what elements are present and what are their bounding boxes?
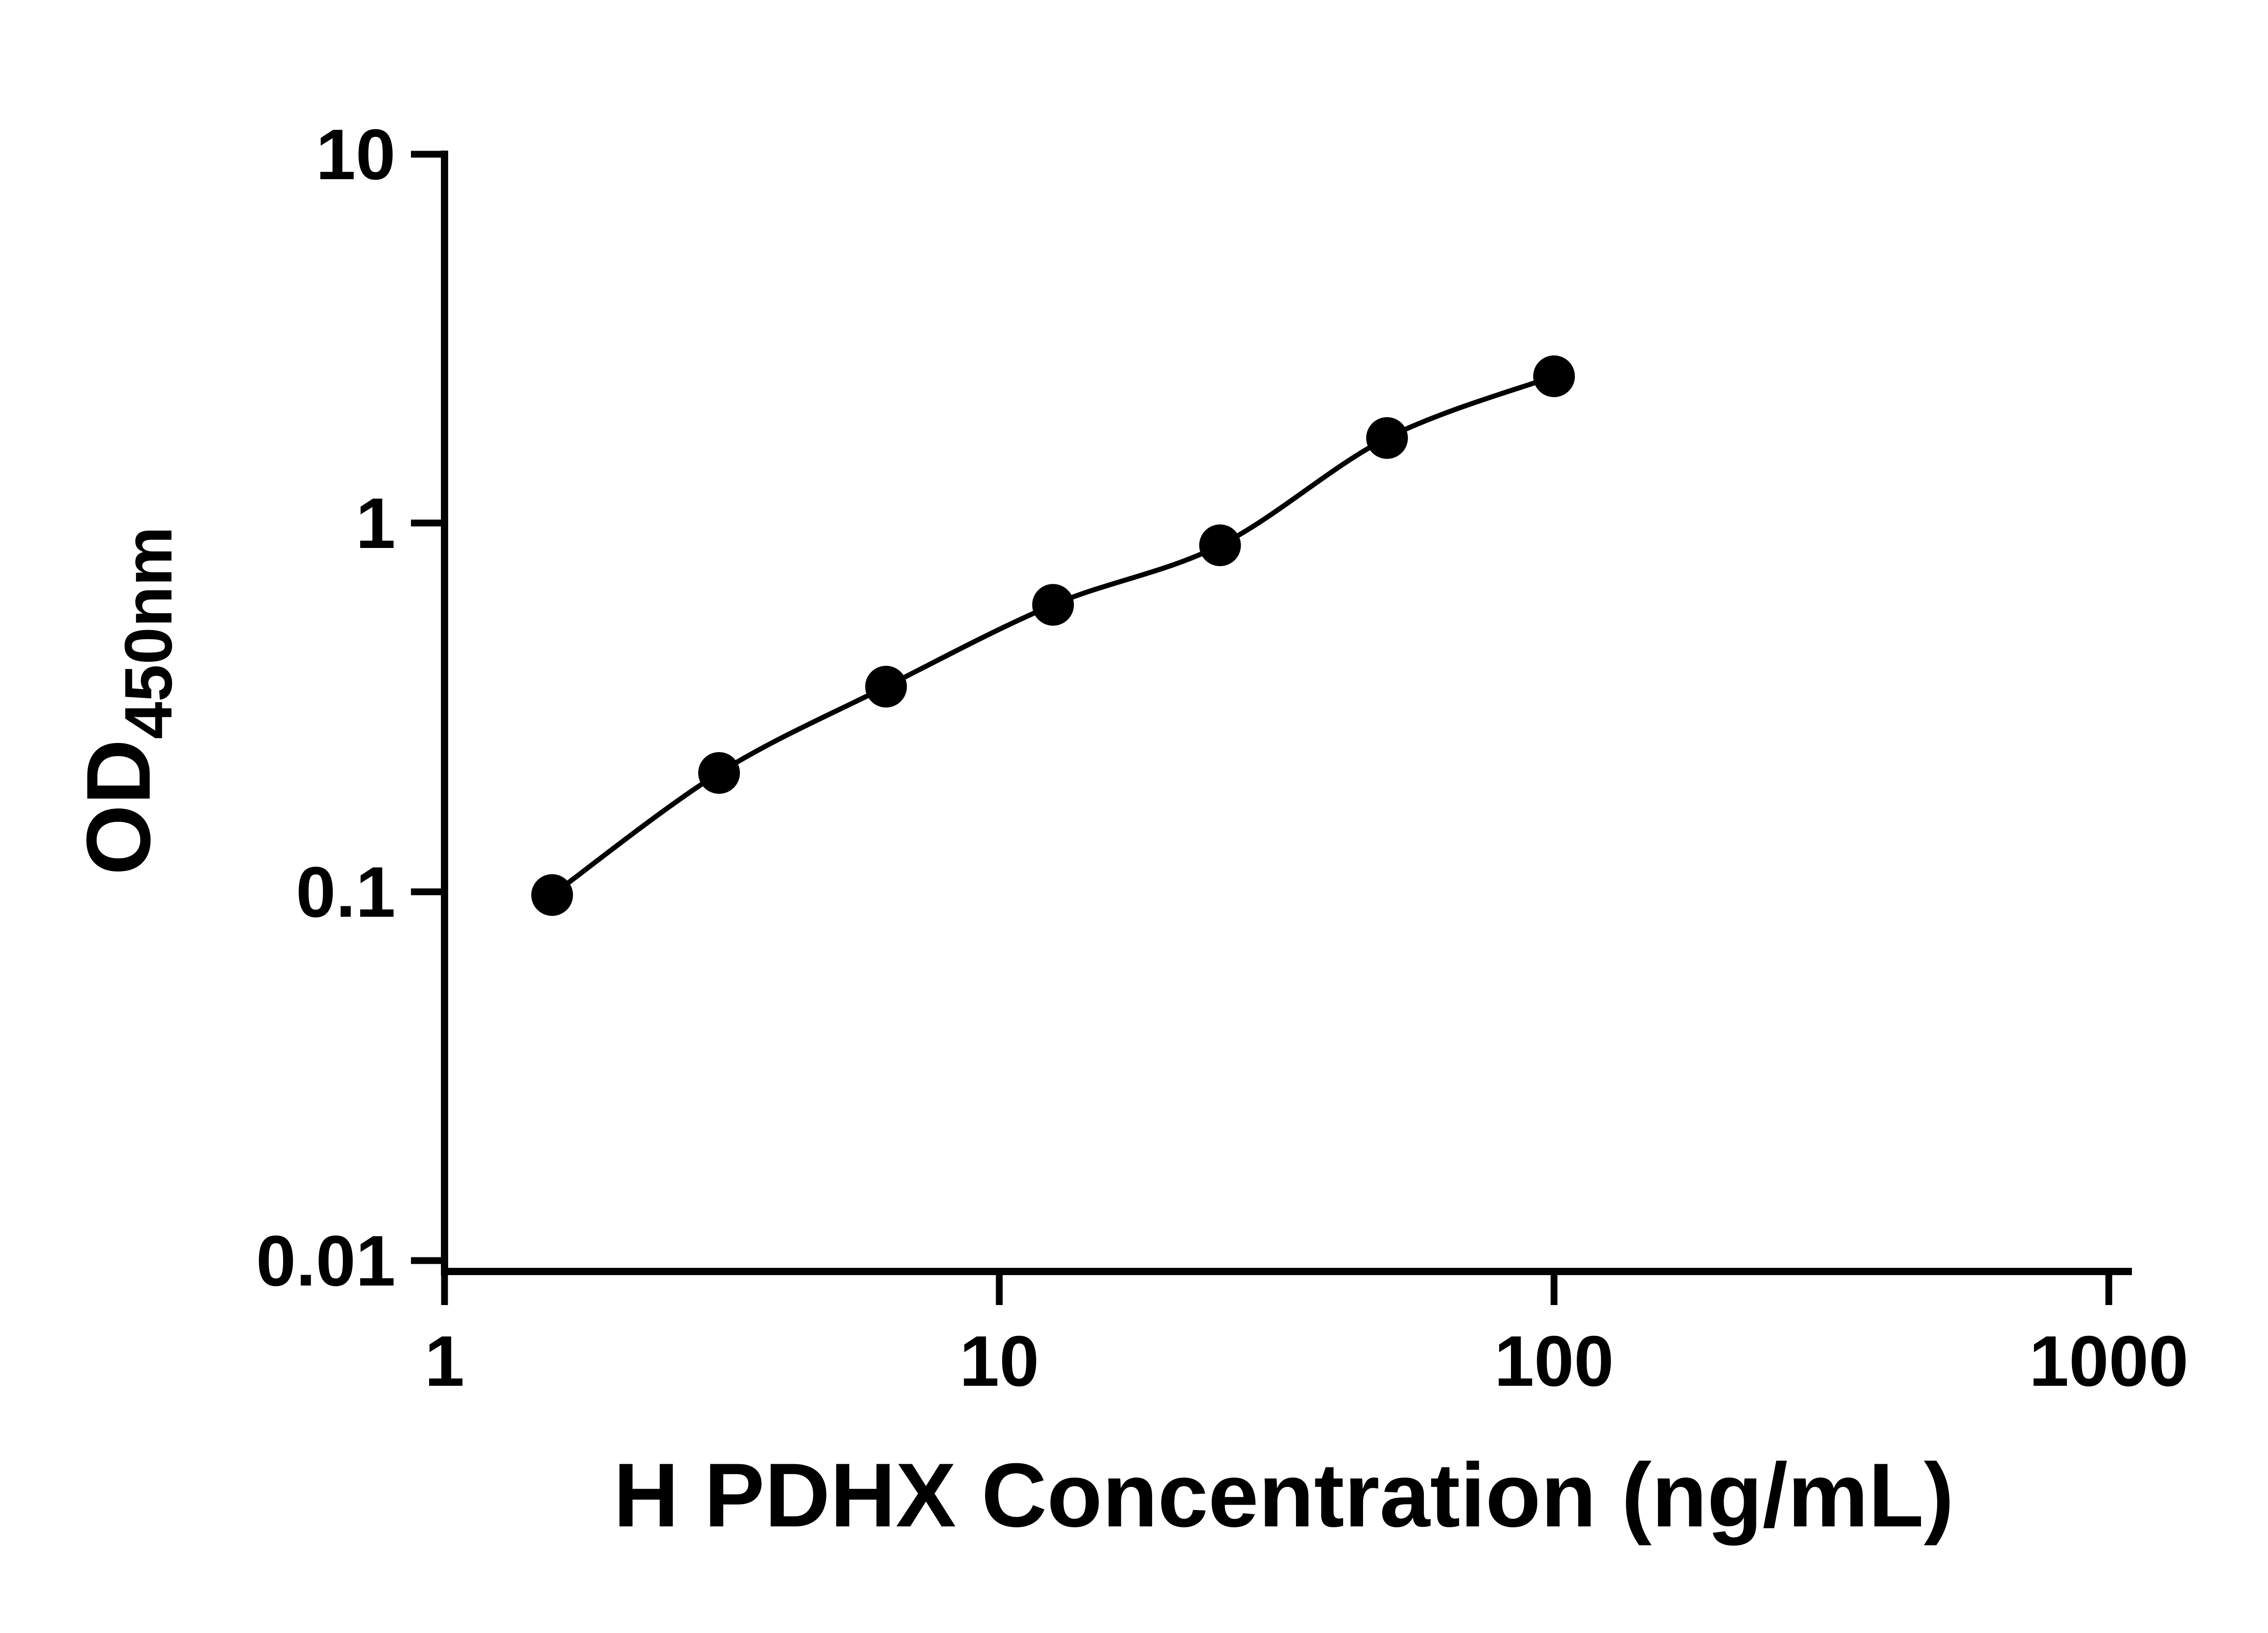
x-tick-label: 1000: [2029, 1321, 2189, 1401]
fit-curve-line: [549, 374, 1557, 898]
y-tick-label: 0.1: [296, 852, 396, 932]
x-axis-title: H PDHX Concentration (ng/mL): [613, 1445, 1954, 1546]
axes: [441, 151, 2132, 1275]
data-point: [1199, 524, 1241, 567]
data-point: [1533, 355, 1575, 397]
y-axis-title-main: OD: [68, 739, 169, 875]
tick-labels: 0.01 0.1 1 10 1 10 100 1000: [256, 115, 2188, 1401]
x-tick-label: 10: [959, 1321, 1039, 1401]
data-point: [865, 665, 907, 708]
x-tick-label: 100: [1494, 1321, 1614, 1401]
y-tick-label: 10: [316, 115, 396, 195]
y-tick-label: 1: [356, 484, 396, 563]
data-point: [531, 874, 573, 916]
data-point: [698, 752, 740, 794]
data-point: [1032, 584, 1074, 626]
y-tick-label: 0.01: [256, 1221, 396, 1301]
tick-marks: [411, 151, 2112, 1305]
data-point: [1366, 417, 1408, 459]
y-axis-title-subscript: 450nm: [111, 527, 186, 739]
fit-curve: [549, 374, 1557, 898]
x-tick-label: 1: [425, 1321, 464, 1401]
y-axis-title: OD450nm: [68, 527, 186, 875]
data-points: [531, 355, 1575, 916]
